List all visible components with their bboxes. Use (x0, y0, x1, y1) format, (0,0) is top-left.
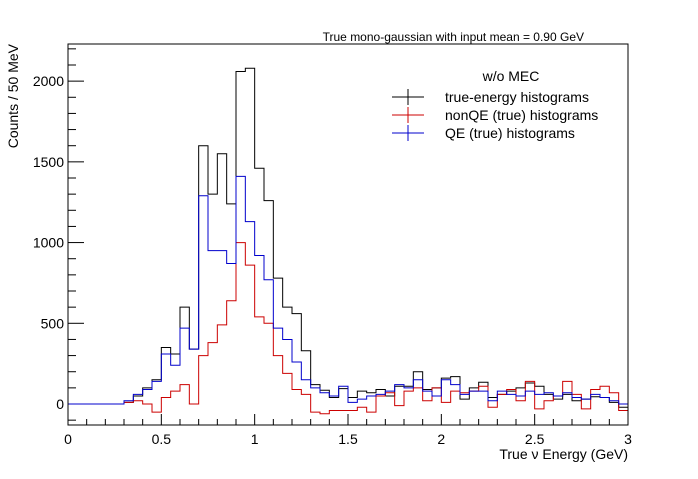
y-axis-label: Counts / 50 MeV (5, 43, 21, 148)
legend-item: true-energy histograms (392, 89, 589, 105)
y-tick-label: 1500 (33, 154, 64, 170)
axes-layer: 0 0.5 1 1.5 2 2.5 3 0 500 1000 1500 2000 (33, 48, 632, 447)
histogram-series (68, 242, 628, 415)
x-axis-label: True ν Energy (GeV) (499, 446, 628, 462)
x-tick-label: 0.5 (152, 431, 172, 447)
x-tick-label: 1.5 (338, 431, 358, 447)
y-tick-label: 500 (41, 315, 65, 331)
x-tick-label: 2.5 (525, 431, 545, 447)
chart-title: True mono-gaussian with input mean = 0.9… (323, 30, 584, 44)
x-tick-label: 3 (624, 431, 632, 447)
series-layer (68, 67, 628, 415)
histogram-series (68, 67, 628, 408)
x-tick-label: 2 (437, 431, 445, 447)
legend-label: nonQE (true) histograms (445, 107, 598, 123)
legend: w/o MEC true-energy histograms nonQE (tru… (392, 68, 598, 141)
x-tick-label: 0 (64, 431, 72, 447)
x-tick-label: 1 (251, 431, 259, 447)
y-tick-label: 1000 (33, 235, 64, 251)
y-tick-label: 2000 (33, 73, 64, 89)
y-tick-label: 0 (56, 396, 64, 412)
series-line (68, 175, 628, 405)
legend-item: nonQE (true) histograms (392, 107, 598, 123)
histogram-series (68, 175, 628, 405)
series-line (68, 67, 628, 408)
legend-title: w/o MEC (482, 68, 540, 84)
legend-label: QE (true) histograms (445, 125, 575, 141)
series-line (68, 242, 628, 415)
legend-label: true-energy histograms (445, 89, 589, 105)
plot-frame (67, 43, 629, 426)
legend-item: QE (true) histograms (392, 125, 575, 141)
